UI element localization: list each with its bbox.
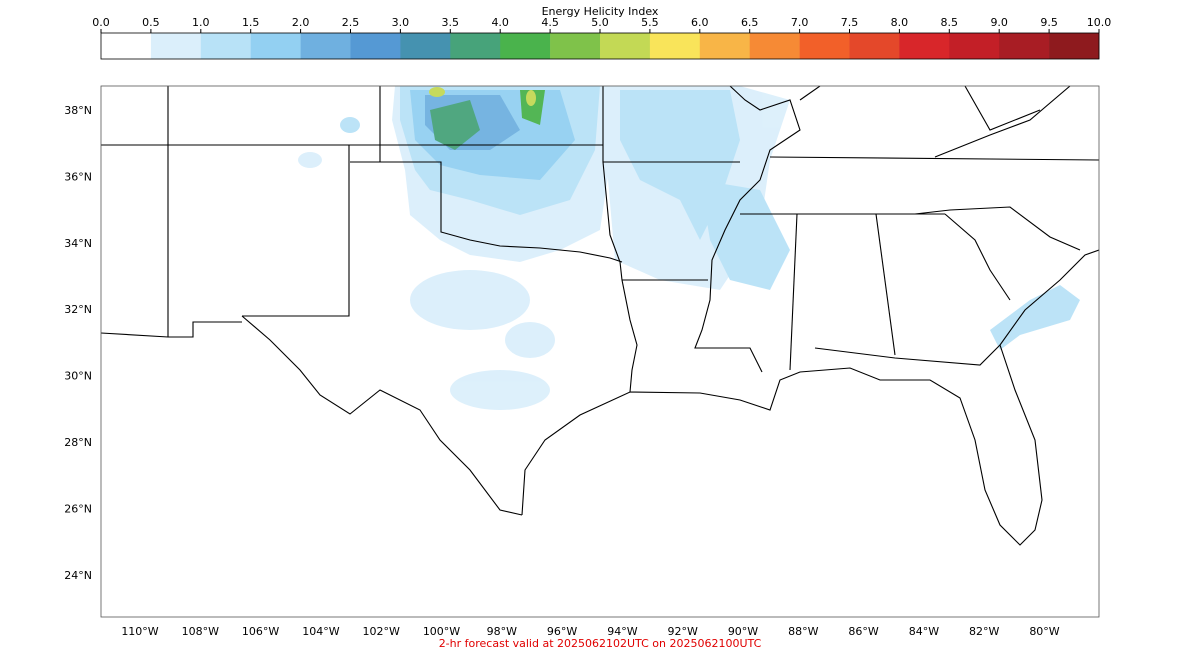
lon-label: 102°W xyxy=(363,625,400,638)
colorbar-tick-label: 3.5 xyxy=(442,16,460,29)
colorbar-tick-label: 10.0 xyxy=(1087,16,1112,29)
color-bin xyxy=(949,33,1000,59)
colorbar-title: Energy Helicity Index xyxy=(542,5,659,18)
lon-label: 96°W xyxy=(547,625,577,638)
color-bin xyxy=(699,33,750,59)
lat-label: 30°N xyxy=(64,370,92,383)
lon-label: 108°W xyxy=(182,625,219,638)
colorbar-tick-label: 8.0 xyxy=(891,16,909,29)
color-bin xyxy=(1049,33,1100,59)
colorbar-tick-label: 0.5 xyxy=(142,16,160,29)
borders xyxy=(101,86,1099,546)
color-bin xyxy=(200,33,251,59)
lon-label: 84°W xyxy=(909,625,939,638)
colorbar-tick-label: 5.0 xyxy=(591,16,609,29)
lat-label: 32°N xyxy=(64,303,92,316)
lon-label: 82°W xyxy=(969,625,999,638)
color-bin xyxy=(849,33,900,59)
colorbar-tick-label: 4.0 xyxy=(491,16,509,29)
lon-label: 100°W xyxy=(423,625,460,638)
lon-label: 98°W xyxy=(487,625,517,638)
colorbar-tick-label: 3.0 xyxy=(392,16,410,29)
color-bin xyxy=(101,33,152,59)
color-bin xyxy=(400,33,451,59)
lat-label: 24°N xyxy=(64,569,92,582)
color-bin xyxy=(500,33,551,59)
color-bin xyxy=(150,33,202,59)
color-bin xyxy=(799,33,850,59)
colorbar-tick-label: 7.5 xyxy=(841,16,859,29)
map-frame xyxy=(100,85,1100,618)
colorbar-tick-label: 1.0 xyxy=(192,16,210,29)
colorbar: 0.0 0.5 1.0 1.5 2.0 2.5 3.0 3.5 4.0 4.5 5.0 5.5 6.0 6… xyxy=(92,16,1111,59)
lat-label: 26°N xyxy=(64,502,92,515)
lon-label: 104°W xyxy=(302,625,339,638)
colorbar-tick-label: 2.5 xyxy=(342,16,360,29)
lat-label: 38°N xyxy=(64,104,92,117)
color-bin xyxy=(550,33,601,59)
field xyxy=(298,86,1080,410)
colorbar-frame xyxy=(100,32,1100,60)
colorbar-tick-label: 5.5 xyxy=(641,16,659,29)
lon-label: 92°W xyxy=(668,625,698,638)
colorbar-tick-label: 4.5 xyxy=(541,16,559,29)
colorbar-tick-label: 0.0 xyxy=(92,16,110,29)
color-bin xyxy=(749,33,800,59)
lon-label: 94°W xyxy=(607,625,637,638)
colorbar-tick-label: 6.5 xyxy=(741,16,759,29)
lon-label: 88°W xyxy=(788,625,818,638)
color-bin xyxy=(450,33,501,59)
lat-label: 36°N xyxy=(64,170,92,183)
lon-label: 110°W xyxy=(121,625,158,638)
lon-label: 106°W xyxy=(242,625,279,638)
color-bin xyxy=(250,33,301,59)
lat-label: 28°N xyxy=(64,436,92,449)
lon-label: 90°W xyxy=(728,625,758,638)
color-bin xyxy=(300,33,351,59)
color-bin xyxy=(350,33,401,59)
footer: 2-hr forecast valid at 2025062102UTC on … xyxy=(439,637,762,650)
lat-label: 34°N xyxy=(64,237,92,250)
lon-label: 86°W xyxy=(848,625,878,638)
map xyxy=(101,86,1099,546)
colorbar-tick-label: 6.0 xyxy=(691,16,709,29)
color-bin xyxy=(899,33,950,59)
map-axes: 38°N 36°N 34°N 32°N 30°N 28°N 26°N 24°N 110°W 108… xyxy=(64,104,1060,638)
colorbar-tick-label: 9.0 xyxy=(990,16,1008,29)
colorbar-tick-label: 2.0 xyxy=(292,16,310,29)
colorbar-tick-label: 9.5 xyxy=(1040,16,1058,29)
color-bin xyxy=(600,33,651,59)
colorbar-tick-label: 8.5 xyxy=(941,16,959,29)
lon-label: 80°W xyxy=(1029,625,1059,638)
color-bin xyxy=(999,33,1050,59)
colorbar-tick-label: 1.5 xyxy=(242,16,260,29)
color-bin xyxy=(649,33,701,59)
colorbar-tick-label: 7.0 xyxy=(791,16,809,29)
